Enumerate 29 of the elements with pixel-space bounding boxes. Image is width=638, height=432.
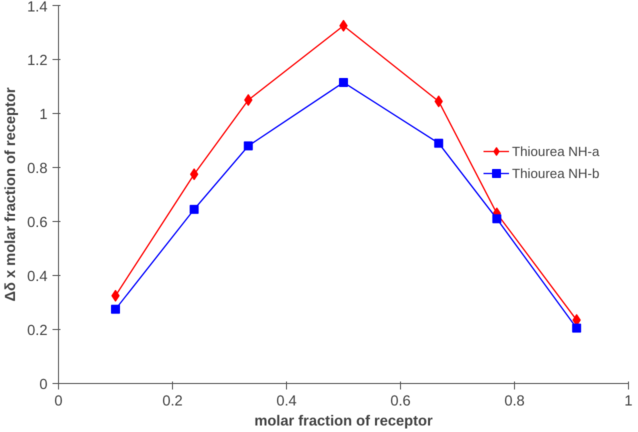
y-axis-title: Δδ x molar fraction of receptor <box>3 87 20 302</box>
y-tick-label: 1.2 <box>27 53 48 69</box>
y-tick-label: 1.4 <box>27 0 48 16</box>
point <box>492 214 502 224</box>
y-tick-label: 0.2 <box>27 323 48 339</box>
legend-label: Thiourea NH-b <box>512 166 600 180</box>
x-axis-title: molar fraction of receptor <box>254 414 433 430</box>
point <box>572 324 582 333</box>
x-tick-label: 0.6 <box>390 394 411 410</box>
y-tick-label: 1 <box>39 107 48 123</box>
y-tick-label: 0.6 <box>27 215 48 231</box>
point <box>111 304 120 314</box>
x-tick-label: 1 <box>624 394 633 410</box>
x-tick-label: 0.4 <box>276 394 297 410</box>
point <box>339 20 348 32</box>
point <box>190 204 199 214</box>
x-tick-label: 0.2 <box>162 394 183 410</box>
x-tick-label: 0 <box>54 394 63 410</box>
point <box>244 94 252 106</box>
point <box>111 290 120 302</box>
point <box>190 168 198 180</box>
point <box>244 141 253 150</box>
y-tick-label: 0.8 <box>27 161 48 177</box>
legend-label: Thiourea NH-a <box>512 144 600 158</box>
point <box>339 78 348 87</box>
y-tick-label: 0.4 <box>27 269 48 285</box>
y-tick-label: 0 <box>39 377 48 393</box>
point <box>434 138 444 148</box>
x-tick-label: 0.8 <box>504 394 525 410</box>
